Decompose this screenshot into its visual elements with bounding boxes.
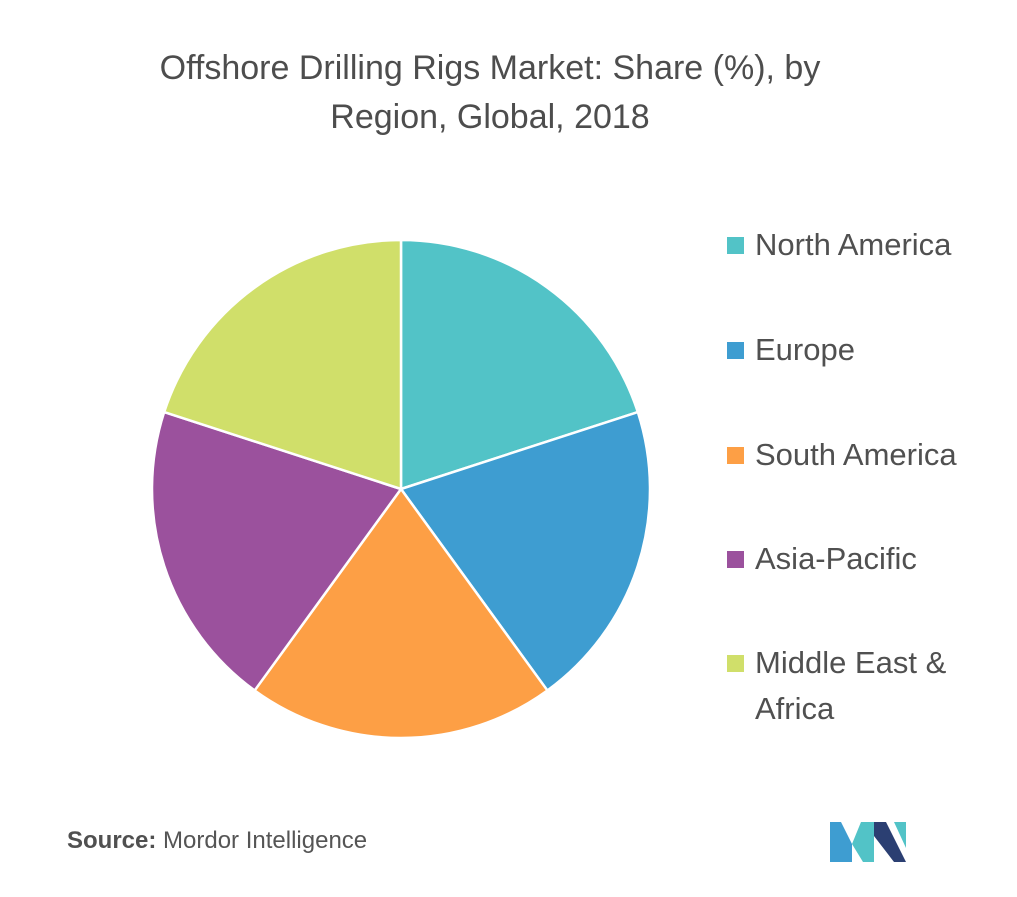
mordor-intelligence-logo [830,822,906,862]
source-note: Source: Mordor Intelligence [67,827,367,855]
legend-label-south-america: South America [755,437,957,472]
legend-swatch-south-america [727,447,744,464]
legend-item-north-america: North America [727,222,1007,268]
legend-item-europe: Europe [727,327,1007,373]
chart-title: Offshore Drilling Rigs Market: Share (%)… [60,44,920,142]
pie-slice-asia-pacific [150,410,403,692]
legend-item-middle-east-africa: Middle East & Africa [727,640,1007,732]
chart-title-line-1: Offshore Drilling Rigs Market: Share (%)… [159,49,821,87]
source-key: Source: [67,827,157,854]
chart-title-line-2: Region, Global, 2018 [330,98,650,136]
logo-shape-tail [894,822,906,848]
logo-shape-right [874,822,906,862]
logo-shape-mid [852,822,874,862]
legend-label-north-america: North America [755,227,952,262]
legend-label-europe: Europe [755,332,855,367]
source-value: Mordor Intelligence [163,827,368,854]
legend-label-middle-east-africa: Middle East & Africa [755,645,947,726]
legend-item-asia-pacific: Asia-Pacific [727,536,1007,582]
legend-swatch-north-america [727,237,744,254]
legend-swatch-middle-east-africa [727,655,744,672]
pie-slice-europe [399,410,652,692]
pie-slice-north-america [399,238,640,491]
legend-swatch-asia-pacific [727,551,744,568]
legend-label-asia-pacific: Asia-Pacific [755,541,917,576]
pie-slice-south-america [253,487,549,740]
logo-shape-left [830,822,852,862]
legend-swatch-europe [727,342,744,359]
pie-slice-middle-east-africa [162,238,403,491]
legend-item-south-america: South America [727,432,1007,478]
